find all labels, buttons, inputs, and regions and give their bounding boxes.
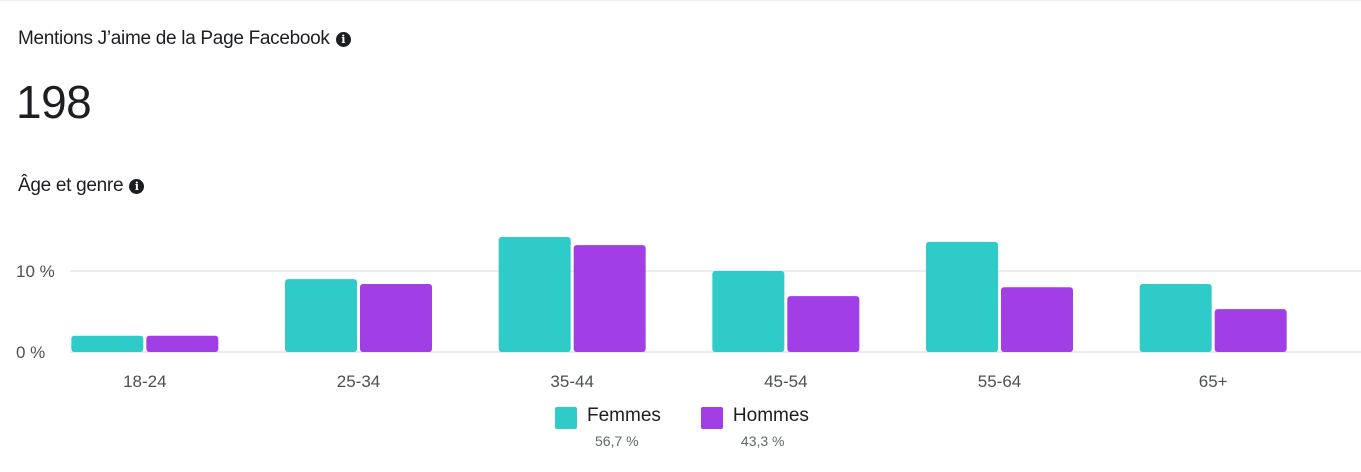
bar-hommes-25-34[interactable] (360, 283, 432, 352)
bar-femmes-35-44[interactable] (498, 236, 571, 352)
y-tick-label: 10 % (16, 262, 55, 281)
chart-legend: Femmes 56,7 % Hommes 43,3 % (555, 405, 809, 449)
legend-share-hommes: 43,3 % (740, 433, 785, 449)
x-tick-label: 65+ (1199, 372, 1228, 391)
x-tick-label: 18-24 (123, 372, 166, 391)
age-gender-title: Âge et genre i (18, 175, 145, 197)
page-likes-title: Mentions J’aime de la Page Facebook i (18, 28, 351, 50)
page-likes-title-text: Mentions J’aime de la Page Facebook (18, 28, 330, 49)
age-gender-title-text: Âge et genre (18, 175, 124, 196)
bar-hommes-35-44[interactable] (573, 245, 646, 352)
legend-label-hommes: Hommes (732, 405, 809, 426)
bar-femmes-55-64[interactable] (926, 241, 998, 352)
legend-label-femmes: Femmes (587, 405, 661, 426)
legend-item-femmes[interactable]: Femmes 56,7 % (555, 405, 661, 449)
x-tick-label: 55-64 (978, 372, 1021, 391)
x-tick-label: 35-44 (550, 372, 593, 391)
x-tick-label: 45-54 (764, 372, 807, 391)
bar-hommes-45-54[interactable] (787, 296, 860, 352)
legend-share-femmes: 56,7 % (595, 433, 639, 449)
legend-swatch-femmes (555, 407, 577, 429)
bar-femmes-45-54[interactable] (712, 271, 785, 352)
bar-hommes-65+[interactable] (1214, 309, 1287, 352)
bar-femmes-65+[interactable] (1139, 283, 1212, 352)
bar-hommes-18-24[interactable] (146, 335, 219, 352)
info-icon[interactable]: i (335, 31, 351, 47)
x-tick-label: 25-34 (337, 372, 380, 391)
bar-femmes-25-34[interactable] (285, 279, 357, 352)
legend-swatch-hommes (700, 407, 723, 429)
bar-femmes-18-24[interactable] (71, 335, 144, 352)
age-gender-bar-chart: 0 % 10 % 18-24 25-34 35-44 45-54 55-64 65+ (16, 236, 1361, 391)
info-icon[interactable]: i (129, 178, 145, 194)
bar-hommes-55-64[interactable] (1001, 287, 1073, 352)
legend-item-hommes[interactable]: Hommes 43,3 % (700, 405, 809, 449)
y-tick-label: 0 % (16, 343, 45, 362)
total-likes-value: 198 (16, 76, 92, 128)
